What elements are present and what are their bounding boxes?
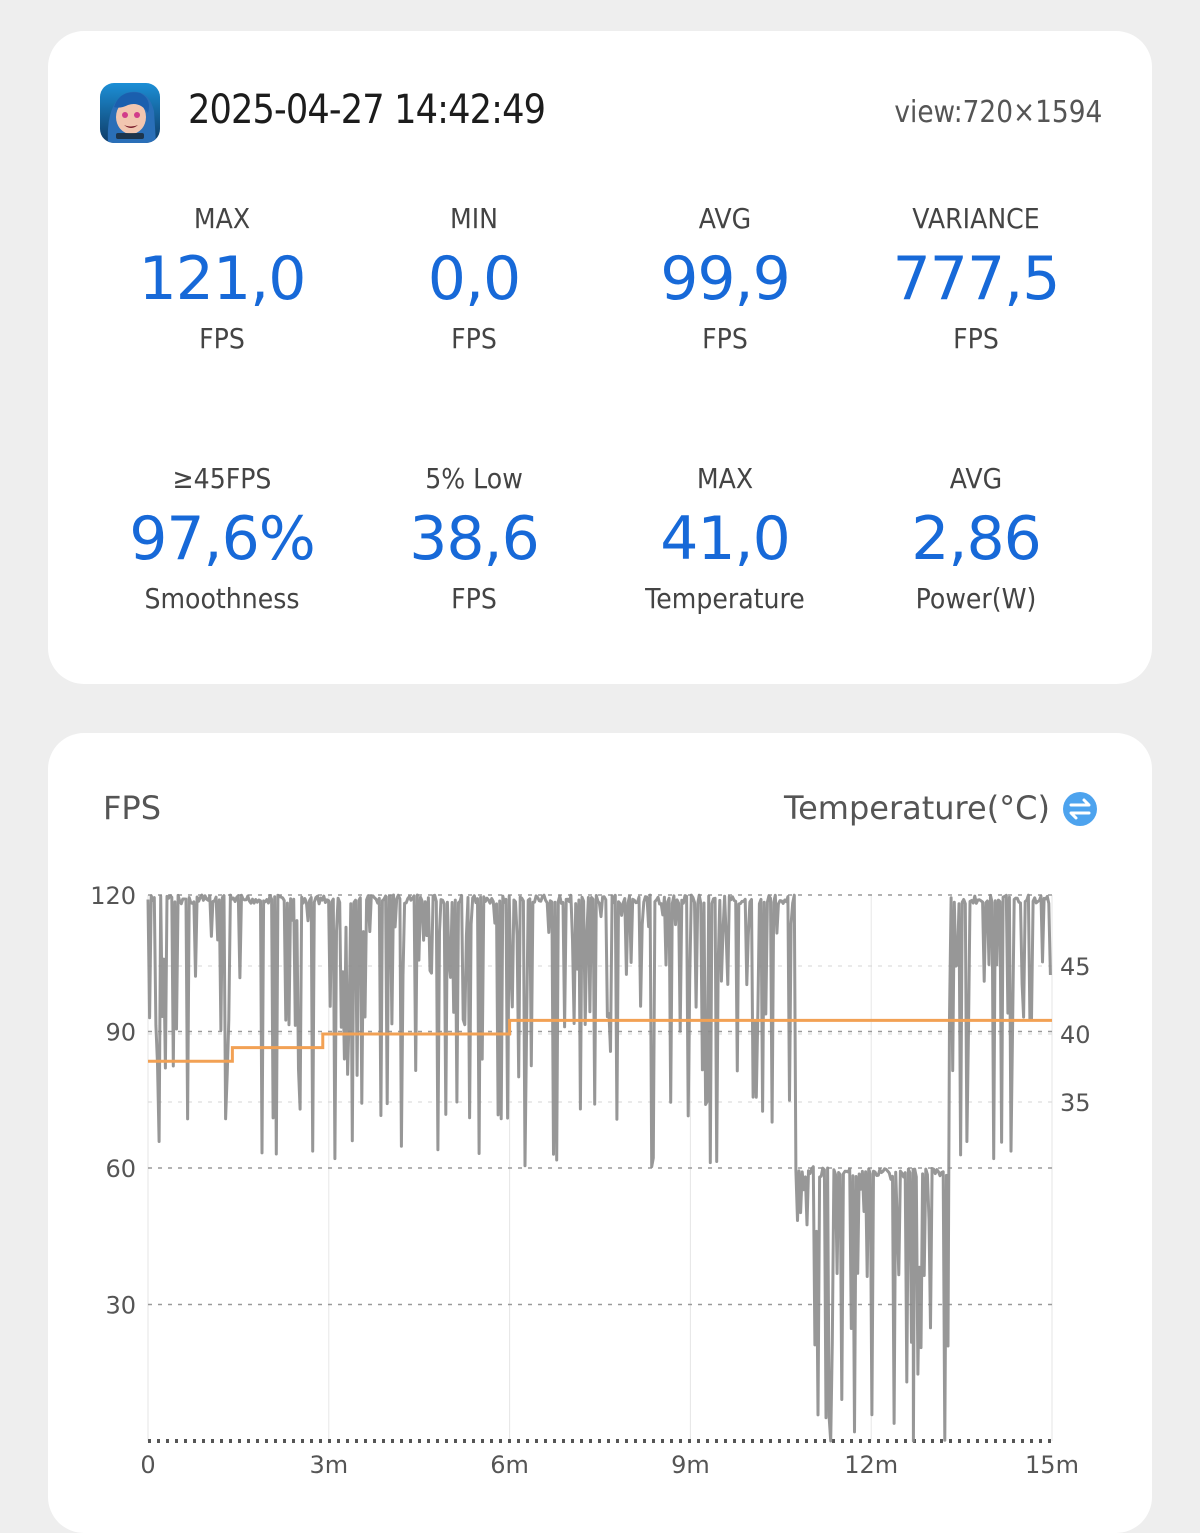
stat-avg-power: AVG 2,86 Power(W) xyxy=(850,459,1102,619)
stat-unit: FPS xyxy=(451,582,497,615)
stat-unit: FPS xyxy=(702,322,748,355)
stat-label: AVG xyxy=(698,202,752,235)
view-resolution: view:720×1594 xyxy=(894,95,1102,130)
y-right-tick-label: 40 xyxy=(1060,1021,1091,1049)
y-left-tick-label: 90 xyxy=(105,1019,136,1047)
session-timestamp: 2025-04-27 14:42:49 xyxy=(188,87,546,133)
fps-temperature-chart: 120 90 60 30 45 40 35 0 3m 6m 9m 12m 15m xyxy=(90,882,1091,1479)
stat-value: 121,0 xyxy=(138,244,307,314)
stat-value: 2,86 xyxy=(911,504,1042,574)
stat-label: AVG xyxy=(949,462,1003,495)
stat-unit: FPS xyxy=(199,322,245,355)
stat-max-temperature: MAX 41,0 Temperature xyxy=(599,459,851,619)
x-tick-label: 9m xyxy=(671,1451,710,1479)
chart-right-axis-title: Temperature(°C) xyxy=(783,789,1050,827)
stat-value: 97,6% xyxy=(129,504,316,574)
stat-unit: FPS xyxy=(451,322,497,355)
y-left-tick-label: 120 xyxy=(90,882,136,910)
stat-unit: Temperature xyxy=(645,582,805,615)
chart-left-axis-title: FPS xyxy=(103,789,162,827)
stat-unit: Smoothness xyxy=(144,582,300,615)
y-right-tick-label: 45 xyxy=(1060,953,1091,981)
stat-value: 38,6 xyxy=(409,504,540,574)
stat-label: MIN xyxy=(449,202,499,235)
stat-min-fps: MIN 0,0 FPS xyxy=(348,199,600,359)
stat-label: ≥45FPS xyxy=(172,462,272,495)
x-tick-label: 0 xyxy=(140,1451,155,1479)
stat-value: 41,0 xyxy=(660,504,791,574)
stat-label: VARIANCE xyxy=(912,202,1040,235)
app-icon xyxy=(100,83,160,143)
stat-value: 99,9 xyxy=(660,244,791,314)
fps-series-line xyxy=(146,893,1052,1443)
stat-5pct-low: 5% Low 38,6 FPS xyxy=(348,459,600,619)
stat-label: 5% Low xyxy=(425,462,523,495)
x-tick-label: 15m xyxy=(1025,1451,1079,1479)
x-tick-label: 6m xyxy=(490,1451,529,1479)
temperature-series-line xyxy=(148,1018,1052,1063)
stat-unit: Power(W) xyxy=(915,582,1037,615)
stat-max-fps: MAX 121,0 FPS xyxy=(96,199,348,359)
stat-value: 0,0 xyxy=(427,244,521,314)
y-left-tick-label: 30 xyxy=(105,1292,136,1320)
x-tick-label: 3m xyxy=(309,1451,348,1479)
y-left-tick-label: 60 xyxy=(105,1155,136,1183)
y-right-tick-label: 35 xyxy=(1060,1089,1091,1117)
stat-smoothness: ≥45FPS 97,6% Smoothness xyxy=(96,459,348,619)
swap-icon[interactable] xyxy=(1062,791,1098,827)
stat-avg-fps: AVG 99,9 FPS xyxy=(599,199,851,359)
stats-card: 2025-04-27 14:42:49 view:720×1594 MAX 12… xyxy=(48,31,1152,684)
stat-variance-fps: VARIANCE 777,5 FPS xyxy=(850,199,1102,359)
chart-card: FPS Temperature(°C) 120 90 60 30 45 40 35 0 3m 6m… xyxy=(48,733,1152,1533)
x-tick-label: 12m xyxy=(844,1451,898,1479)
stat-value: 777,5 xyxy=(892,244,1061,314)
stat-label: MAX xyxy=(696,462,754,495)
stat-label: MAX xyxy=(193,202,251,235)
stat-unit: FPS xyxy=(953,322,999,355)
